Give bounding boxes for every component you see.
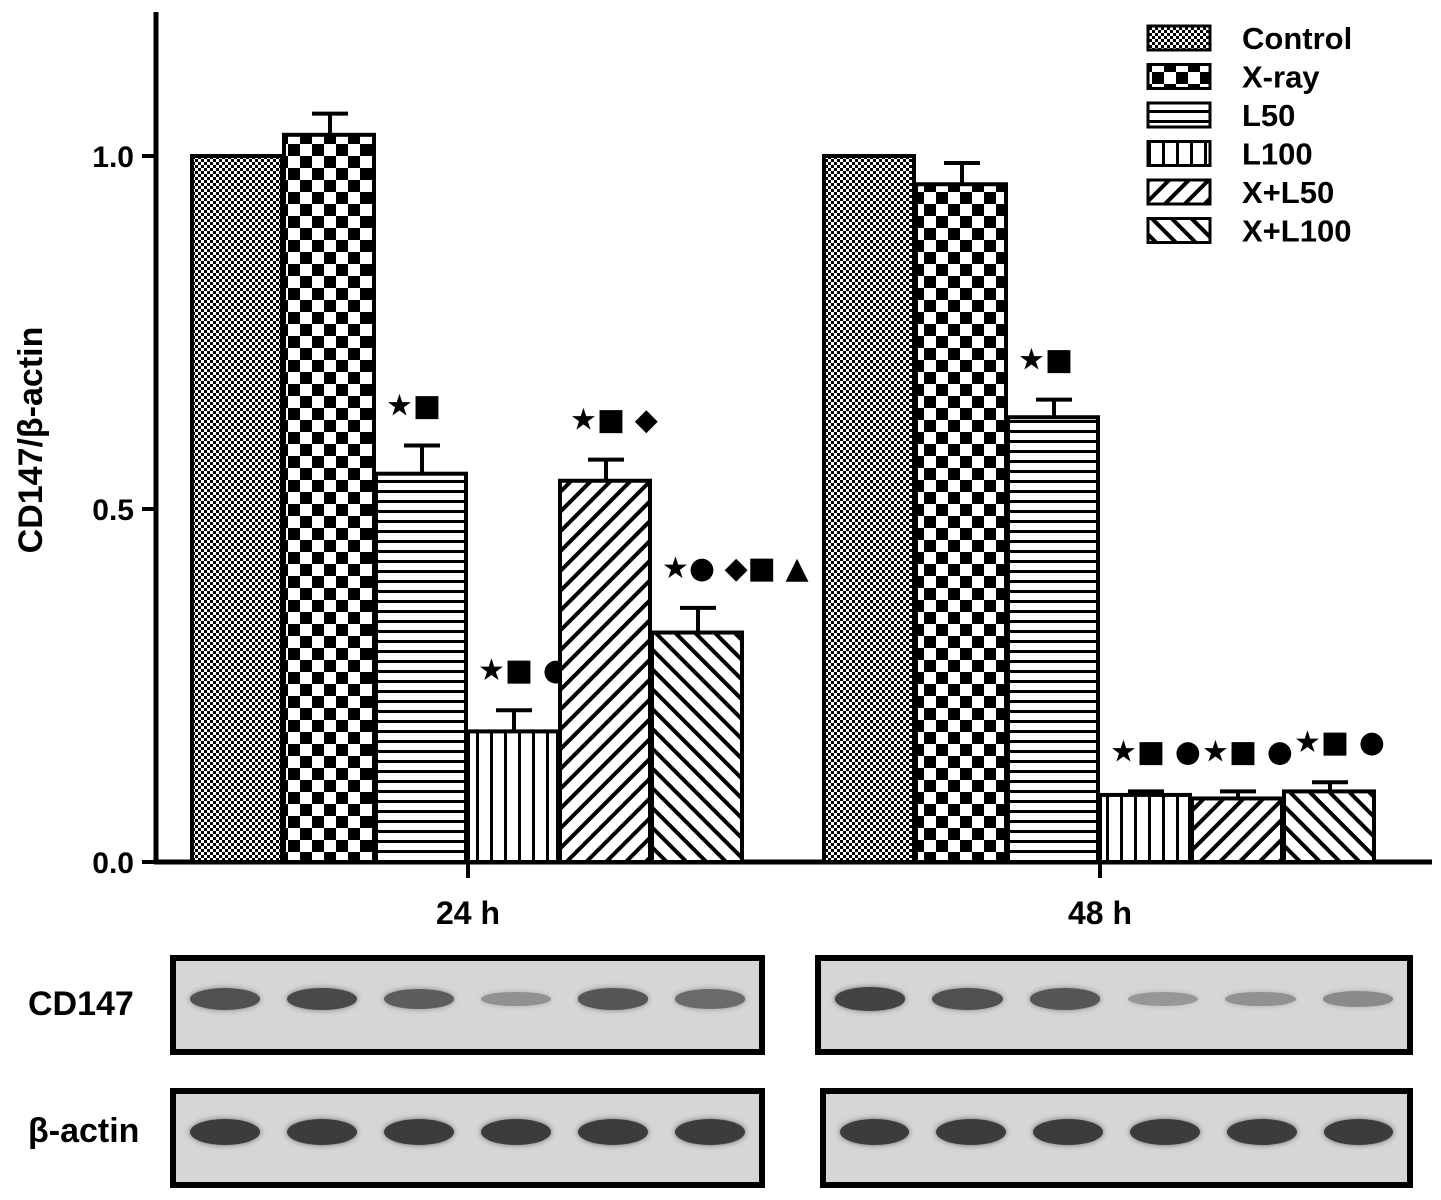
blot-band (1323, 991, 1394, 1007)
legend-label: X+L50 (1242, 175, 1334, 210)
blot-band (1226, 1119, 1297, 1145)
significance-marker: ★■ (386, 388, 441, 423)
blot-band (286, 987, 357, 1011)
blot-band (932, 988, 1003, 1010)
x-tick-label: 48 h (1068, 895, 1132, 931)
bar (1006, 415, 1100, 864)
significance-marker: ★■ ● (1110, 734, 1201, 769)
blot-label-actin: β-actin (28, 1112, 140, 1150)
y-axis-label: CD147/β-actin (12, 327, 50, 554)
legend-label: L50 (1242, 98, 1295, 133)
legend-label: Control (1242, 21, 1352, 56)
blot-actin-48h (820, 1088, 1413, 1188)
legend-swatch (1146, 24, 1212, 52)
blot-band (286, 1119, 357, 1145)
bar (190, 154, 284, 864)
blot-cd147-24h (170, 955, 765, 1055)
blot-band (189, 988, 260, 1010)
legend-swatch (1146, 178, 1212, 206)
legend-label: L100 (1242, 137, 1313, 172)
bar-chart: 0.0 0.5 1.0 24 h 48 h ★■ ★■ ● ★■ ◆ ★● ◆■ ▲ ★■ ★■ … (12, 12, 1432, 931)
legend-label: X-ray (1242, 60, 1320, 95)
blot-band (834, 987, 905, 1011)
blot-actin-24h (170, 1088, 765, 1188)
bar (1282, 789, 1376, 865)
blot-band (1225, 991, 1296, 1007)
y-tick-label: 0.0 (92, 847, 134, 880)
significance-marker: ★■ ◆ (570, 403, 658, 438)
significance-marker: ★■ ● (1294, 725, 1385, 760)
bars: ★■★■ ●★■ ◆★● ◆■ ▲★■★■ ● ★■ ● ★■ ● (190, 111, 1385, 865)
blot-band (1323, 1119, 1394, 1145)
blot-band (675, 989, 746, 1009)
blot-band (383, 988, 454, 1010)
blot-band (1033, 1119, 1103, 1145)
bar (650, 630, 744, 864)
bar (1190, 796, 1284, 865)
bar (914, 182, 1008, 865)
bar (822, 154, 916, 864)
bar (1098, 792, 1192, 864)
x-tick-label: 24 h (436, 895, 500, 931)
blot-band (1130, 1119, 1200, 1145)
blot-band (481, 991, 552, 1007)
blot-label-cd147: CD147 (28, 985, 134, 1023)
blot-band (189, 1119, 260, 1145)
bar (466, 729, 560, 865)
blot-band (578, 1119, 649, 1145)
legend-swatch (1146, 217, 1212, 244)
blot-band (1127, 991, 1198, 1007)
blot-band (839, 1119, 910, 1145)
bar (374, 471, 468, 864)
bar (558, 478, 652, 864)
blot-band (1030, 988, 1101, 1010)
blot-band (578, 988, 649, 1010)
significance-marker: ★■ ● (1202, 734, 1293, 769)
legend-swatch (1146, 101, 1212, 129)
bar (282, 132, 376, 864)
legend-label: X+L100 (1242, 214, 1351, 249)
legend-swatch (1146, 63, 1212, 90)
blot-band (383, 1119, 454, 1145)
y-tick-label: 1.0 (92, 141, 134, 174)
significance-marker: ★● ◆■ ▲ (662, 551, 809, 586)
blot-cd147-48h (815, 955, 1413, 1055)
significance-marker: ★■ (1018, 343, 1073, 378)
legend-swatch (1146, 140, 1212, 167)
blot-band (481, 1119, 552, 1145)
significance-marker: ★■ ● (478, 653, 569, 688)
blot-band (936, 1119, 1007, 1145)
blot-band (675, 1119, 746, 1145)
y-tick-label: 0.5 (92, 494, 134, 527)
